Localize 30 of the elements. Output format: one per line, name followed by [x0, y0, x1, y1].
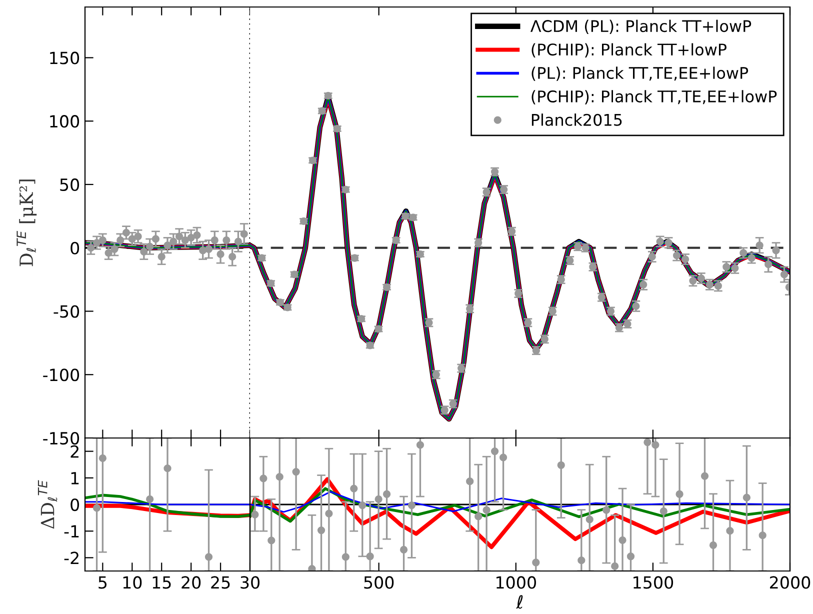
x-tick-label: 1500	[634, 576, 674, 589]
y-tick-label: 0	[70, 498, 80, 512]
y-axis-title: ΔD$_{ℓ}$$^{TE}$	[38, 480, 58, 529]
x-axis-title: ℓ	[516, 595, 523, 609]
y-tick-label: -1	[64, 525, 79, 538]
x-tick-label: 10	[123, 576, 142, 589]
x-tick-label: 20	[182, 576, 201, 589]
legend-label: (PCHIP): Planck TT+lowP	[532, 43, 726, 58]
y-tick-label: 2	[70, 445, 78, 458]
y-tick-label: 100	[50, 115, 80, 128]
x-tick-label: 15	[152, 576, 171, 589]
y-tick-label: -100	[43, 368, 80, 382]
x-tick-label: 30	[240, 576, 260, 589]
y-tick-label: -2	[64, 552, 78, 564]
y-tick-label: 150	[50, 52, 80, 64]
legend-label: (PCHIP): Planck TT,TE,EE+lowP	[532, 90, 777, 104]
x-tick-label: 5	[98, 576, 107, 589]
x-tick-label: 1000	[496, 576, 536, 589]
y-tick-label: 0	[70, 242, 80, 254]
x-tick-label: 25	[211, 576, 230, 589]
y-axis-title: D$_{ℓ}$$^{TE}$ [μK²]	[16, 180, 37, 266]
x-tick-label: 500	[364, 576, 394, 589]
y-tick-label: -150	[43, 432, 80, 445]
legend-label: (PL): Planck TT,TE,EE+lowP	[532, 66, 748, 81]
y-tick-label: 50	[60, 178, 80, 192]
y-tick-label: -50	[54, 305, 80, 318]
legend-label: Planck2015	[532, 114, 622, 126]
x-tick-label: 2000	[770, 576, 810, 589]
y-tick-label: 1	[71, 472, 79, 484]
legend-label: ΛCDM (PL): Planck TT+lowP	[530, 20, 752, 34]
